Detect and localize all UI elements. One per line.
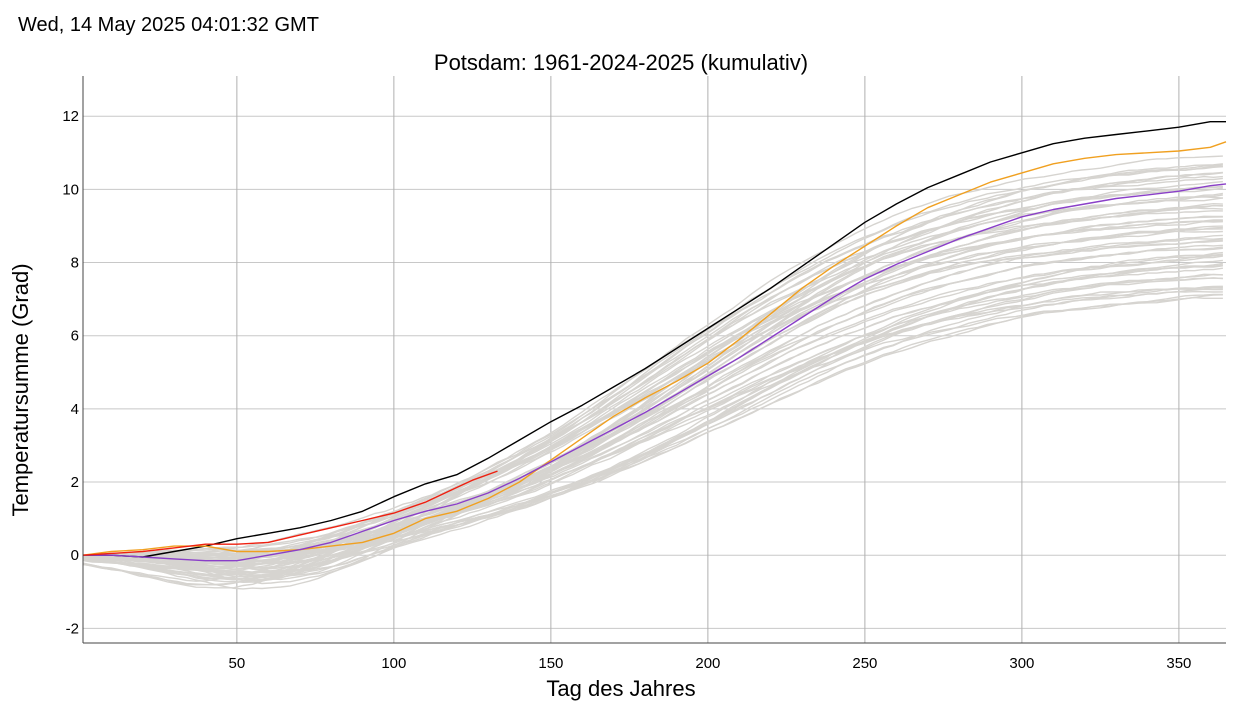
background-year-line bbox=[82, 171, 1223, 559]
y-tick-label: 12 bbox=[62, 108, 79, 125]
y-tick-label: 2 bbox=[71, 474, 79, 491]
highlight-year-line bbox=[82, 141, 1227, 556]
background-year-line bbox=[82, 202, 1223, 560]
x-axis-label: Tag des Jahres bbox=[546, 676, 695, 701]
x-tick-label: 100 bbox=[381, 655, 406, 672]
highlight-year-line bbox=[83, 183, 1227, 562]
chart-title: Potsdam: 1961-2024-2025 (kumulativ) bbox=[434, 50, 808, 75]
x-tick-label: 150 bbox=[538, 655, 563, 672]
x-tick-label: 250 bbox=[852, 655, 877, 672]
background-year-line bbox=[82, 294, 1223, 559]
background-year-line bbox=[82, 273, 1223, 577]
background-year-line bbox=[82, 287, 1223, 566]
x-tick-labels: 50 100 150 200 250 300 350 bbox=[229, 655, 1192, 672]
highlight-year-line bbox=[83, 120, 1226, 558]
background-year-line bbox=[82, 219, 1223, 559]
x-tick-label: 350 bbox=[1166, 655, 1191, 672]
background-year-line bbox=[82, 277, 1223, 576]
background-year-line bbox=[82, 194, 1224, 570]
background-years bbox=[82, 155, 1224, 590]
y-tick-label: -2 bbox=[66, 620, 79, 637]
y-tick-labels: -2 0 2 4 6 8 10 12 bbox=[62, 108, 79, 637]
y-tick-label: 6 bbox=[71, 328, 79, 345]
y-tick-label: 8 bbox=[71, 255, 79, 272]
background-year-line bbox=[82, 247, 1223, 584]
y-tick-label: 10 bbox=[62, 181, 79, 198]
background-year-line bbox=[82, 192, 1224, 570]
y-tick-label: 4 bbox=[71, 401, 79, 418]
background-year-line bbox=[82, 244, 1223, 574]
background-year-line bbox=[82, 186, 1223, 574]
y-tick-label: 0 bbox=[71, 547, 79, 564]
background-year-line bbox=[82, 259, 1223, 590]
x-tick-label: 50 bbox=[229, 655, 246, 672]
x-tick-label: 300 bbox=[1009, 655, 1034, 672]
background-year-line bbox=[82, 155, 1223, 563]
background-year-line bbox=[82, 296, 1223, 557]
y-axis-label: Temperatursumme (Grad) bbox=[8, 263, 33, 516]
axes bbox=[82, 76, 1226, 644]
x-tick-label: 200 bbox=[695, 655, 720, 672]
highlight-years bbox=[82, 120, 1227, 562]
background-year-line bbox=[82, 237, 1223, 561]
background-year-line bbox=[82, 253, 1223, 572]
highlight-year-line bbox=[82, 470, 498, 556]
background-year-line bbox=[82, 180, 1223, 581]
background-year-line bbox=[82, 164, 1223, 565]
background-year-line bbox=[82, 204, 1223, 585]
timestamp: Wed, 14 May 2025 04:01:32 GMT bbox=[18, 14, 319, 36]
